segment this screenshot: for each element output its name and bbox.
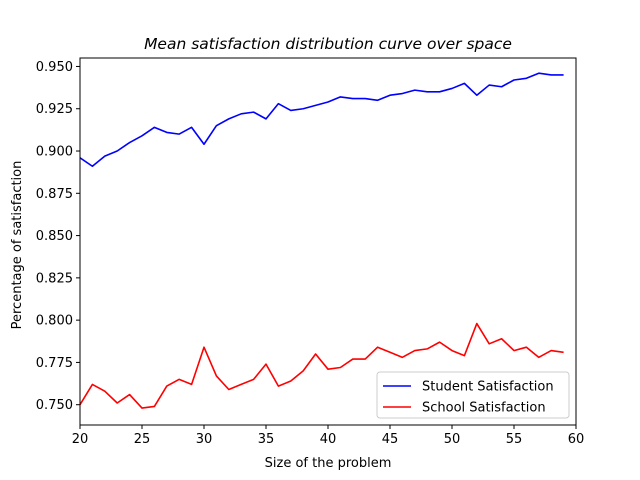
y-tick-label: 0.750	[36, 398, 73, 413]
x-tick-label: 35	[258, 432, 275, 447]
x-tick-label: 20	[72, 432, 89, 447]
plot-area	[80, 72, 564, 409]
x-axis-label: Size of the problem	[265, 456, 392, 471]
x-tick-label: 40	[320, 432, 337, 447]
legend-box	[376, 371, 570, 419]
y-tick-label: 0.900	[36, 145, 73, 160]
x-tick-label: 30	[196, 432, 213, 447]
y-tick-label: 0.825	[36, 271, 73, 286]
legend: Student Satisfaction School Satisfaction	[376, 371, 570, 419]
x-tick-label: 50	[444, 432, 461, 447]
chart-title: Mean satisfaction distribution curve ove…	[144, 35, 512, 53]
legend-label-0: Student Satisfaction	[422, 380, 554, 395]
x-tick-label: 55	[506, 432, 523, 447]
legend-label-1: School Satisfaction	[422, 401, 546, 416]
y-tick-label: 0.950	[36, 60, 73, 75]
x-tick-label: 25	[134, 432, 151, 447]
y-tick-label: 0.850	[36, 229, 73, 244]
y-tick-label: 0.775	[36, 356, 73, 371]
series-line-0	[80, 72, 564, 168]
x-tick-label: 60	[568, 432, 585, 447]
series-line-1	[80, 322, 564, 409]
series-1-group	[80, 322, 564, 409]
x-tick-label: 45	[382, 432, 399, 447]
series-0-group	[80, 72, 564, 168]
axes: 20 25 30 35 40 45 50 55 60 0.750 0.775 0.800 0.825 0.…	[36, 57, 585, 447]
y-axis-label: Percentage of satisfaction	[10, 161, 25, 330]
y-tick-label: 0.925	[36, 102, 73, 117]
y-tick-label: 0.800	[36, 314, 73, 329]
y-tick-label: 0.875	[36, 187, 73, 202]
